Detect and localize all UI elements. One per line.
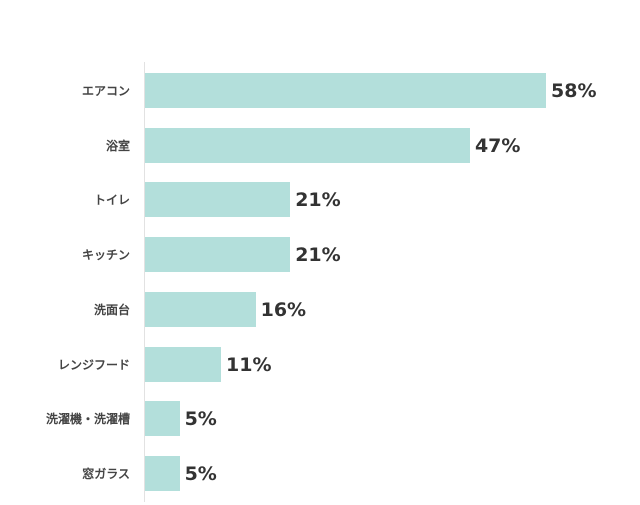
value-label: 11% — [226, 353, 272, 376]
bar-row: 洗濯機・洗濯槽 5% — [0, 401, 640, 437]
bar — [145, 455, 180, 491]
bar-row: 窓ガラス 5% — [0, 455, 640, 492]
y-axis-line — [144, 62, 145, 502]
bar-row: 洗面台 16% — [0, 291, 640, 328]
category-label: キッチン — [81, 248, 130, 263]
category-label: 浴室 — [105, 138, 130, 153]
value-label: 58% — [551, 80, 597, 102]
category-label: 洗濯機・洗濯槽 — [45, 412, 130, 427]
bar-row: エアコン 58% — [0, 73, 640, 109]
bar — [145, 291, 256, 327]
category-label: 窓ガラス — [82, 466, 130, 481]
bar — [145, 127, 470, 163]
value-label: 16% — [260, 298, 307, 321]
bar — [145, 182, 291, 218]
bar — [145, 237, 291, 273]
value-label: 47% — [474, 134, 521, 157]
category-label: エアコン — [81, 84, 130, 98]
bar-row: キッチン 21% — [0, 237, 640, 273]
category-label: 洗面台 — [93, 302, 130, 317]
bar — [145, 401, 180, 437]
value-label: 5% — [184, 408, 217, 431]
value-label: 5% — [184, 462, 217, 485]
value-label: 21% — [295, 244, 341, 267]
bar-row: レンジフード 11% — [0, 346, 640, 383]
bar — [145, 73, 546, 108]
bar — [145, 346, 222, 382]
bar-row: 浴室 47% — [0, 127, 640, 164]
value-label: 21% — [295, 189, 341, 212]
bar-row: トイレ 21% — [0, 182, 640, 218]
category-label: レンジフード — [57, 357, 130, 372]
category-label: トイレ — [93, 193, 130, 208]
